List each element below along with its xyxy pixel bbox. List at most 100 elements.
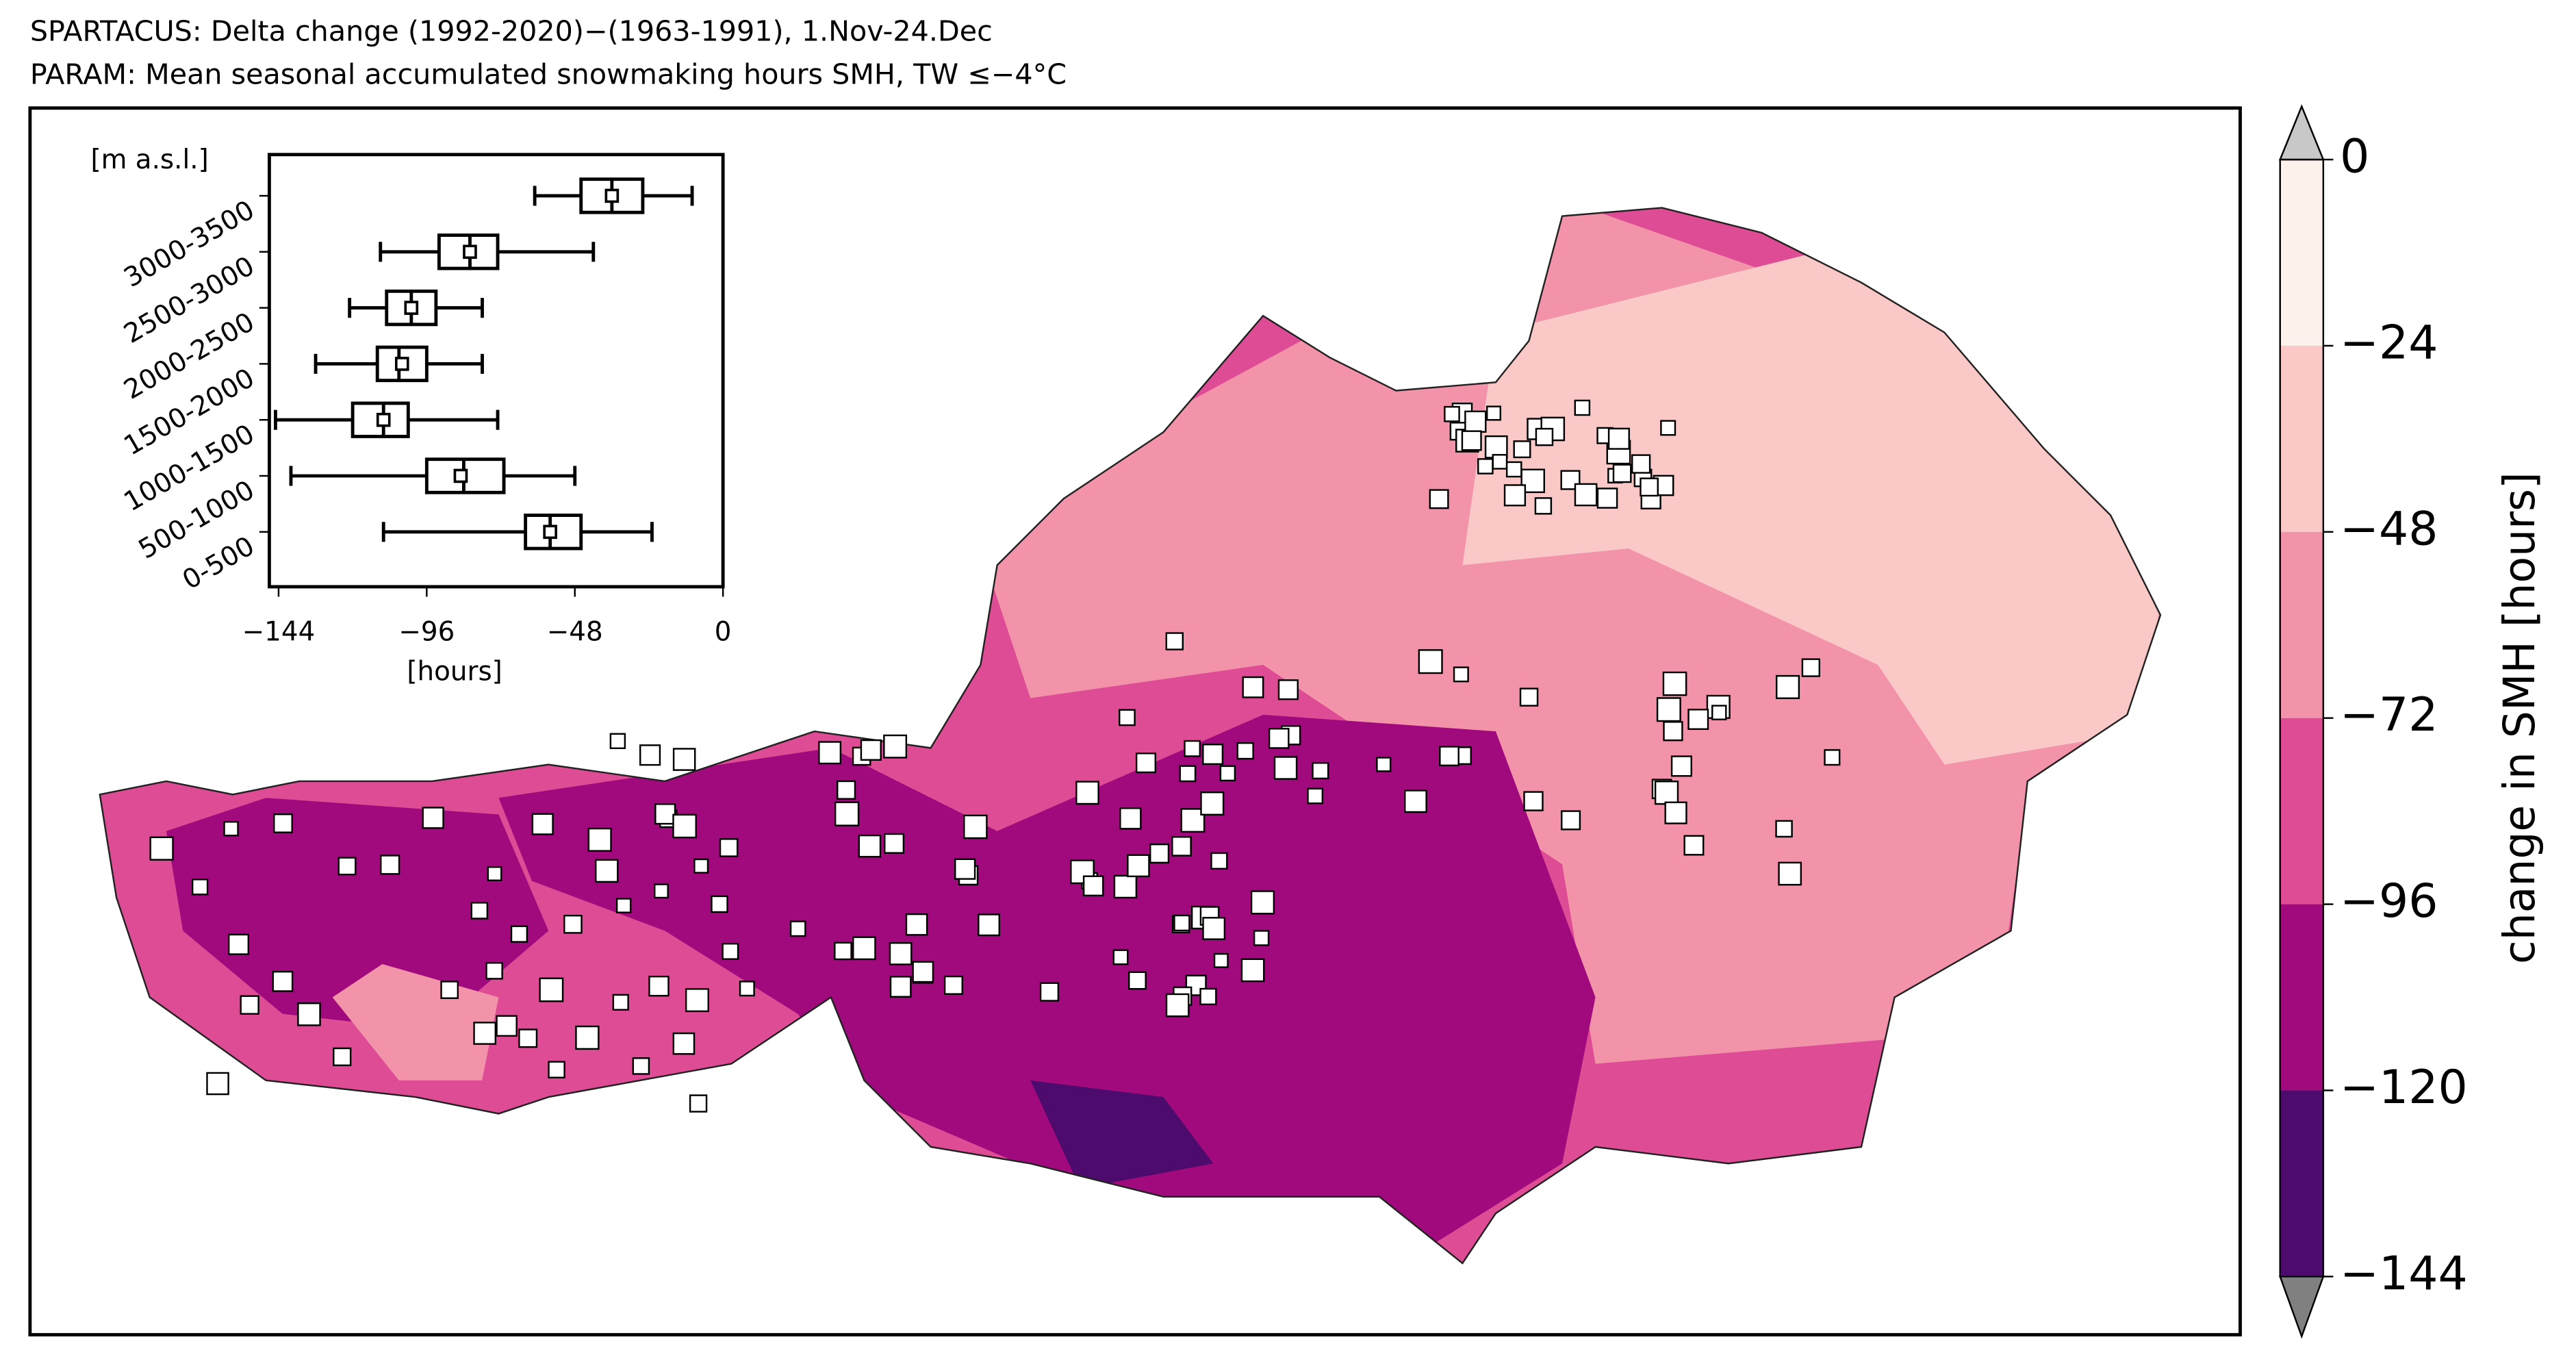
mean: [543, 524, 557, 540]
station: [1376, 757, 1392, 772]
station: [1113, 874, 1138, 899]
station: [860, 739, 882, 761]
colorbar-tick-label: −72: [2340, 688, 2438, 742]
station: [1268, 728, 1290, 749]
colorbar-bin: [2280, 904, 2323, 1091]
station: [1273, 756, 1298, 780]
station: [654, 883, 669, 899]
colorbar-bin: [2280, 345, 2323, 532]
station: [227, 933, 250, 955]
station: [1660, 420, 1676, 436]
station: [1171, 836, 1192, 857]
station: [487, 866, 502, 881]
colorbar-tick-label: −120: [2340, 1061, 2468, 1115]
station: [548, 1061, 565, 1078]
y-axis-label: [m a.s.l.]: [90, 144, 208, 175]
station: [1165, 632, 1184, 650]
station: [1461, 430, 1482, 451]
station: [1607, 427, 1630, 450]
station: [1135, 753, 1157, 774]
station: [1213, 952, 1229, 968]
station: [1503, 484, 1527, 507]
station: [1112, 949, 1129, 965]
station: [1039, 982, 1060, 1002]
station: [912, 961, 934, 983]
station: [1418, 649, 1443, 674]
mean: [394, 357, 409, 371]
station: [1535, 427, 1554, 446]
station: [1534, 497, 1553, 515]
station: [1640, 477, 1659, 497]
mean: [604, 188, 620, 203]
station: [889, 941, 913, 965]
station: [1149, 843, 1170, 864]
station: [149, 836, 174, 861]
station: [1523, 791, 1544, 811]
station: [380, 855, 400, 875]
stations: [149, 399, 1841, 1113]
station: [1670, 755, 1692, 777]
station: [693, 858, 709, 874]
station: [1202, 744, 1224, 766]
station: [1775, 820, 1793, 838]
box: [524, 514, 583, 551]
mean: [463, 244, 477, 260]
colorbar-extend: [2278, 104, 2325, 161]
subtitle: PARAM: Mean seasonal accumulated snowmak…: [30, 58, 1067, 91]
station: [1240, 958, 1265, 983]
station: [1561, 810, 1581, 831]
station: [1119, 807, 1142, 830]
station: [595, 859, 619, 883]
station: [689, 1094, 708, 1113]
station: [685, 988, 709, 1013]
colorbar-tick-label: −48: [2340, 502, 2438, 556]
station: [272, 970, 294, 992]
station: [1173, 914, 1190, 932]
station: [1184, 739, 1201, 757]
station: [485, 962, 503, 980]
station: [1219, 765, 1236, 782]
station: [789, 920, 806, 937]
station: [852, 936, 876, 961]
station: [1776, 674, 1800, 699]
station: [954, 858, 976, 880]
station: [1663, 721, 1683, 742]
x-tick-label: −144: [242, 616, 316, 647]
station: [1654, 781, 1679, 805]
mean: [376, 412, 391, 427]
station: [333, 1047, 352, 1067]
station: [1486, 405, 1502, 421]
colorbar-tick-label: −144: [2340, 1247, 2468, 1301]
station: [1664, 801, 1687, 824]
station: [615, 898, 632, 913]
station: [1127, 854, 1150, 878]
station: [1492, 454, 1508, 470]
station: [422, 807, 444, 829]
colorbar-tick-label: 0: [2340, 130, 2369, 184]
station: [858, 834, 882, 858]
station: [1128, 971, 1147, 990]
station: [943, 975, 963, 995]
station: [1477, 458, 1494, 475]
station: [206, 1072, 229, 1096]
station: [1075, 781, 1099, 805]
station: [1801, 658, 1820, 677]
station: [575, 1025, 600, 1050]
colorbar-label: change in SMH [hours]: [2494, 472, 2545, 964]
title: SPARTACUS: Delta change (1992-2020)−(196…: [30, 15, 993, 48]
x-tick-label: 0: [715, 616, 732, 647]
station: [1778, 861, 1802, 886]
station: [1082, 875, 1104, 897]
station: [1444, 405, 1460, 422]
station: [531, 813, 554, 835]
x-tick-label: −48: [547, 616, 603, 647]
mean: [453, 468, 468, 483]
station: [191, 878, 209, 896]
station: [1250, 890, 1275, 915]
station: [1612, 464, 1632, 483]
station: [587, 827, 612, 852]
station: [609, 733, 626, 750]
station: [1505, 461, 1522, 478]
station: [1165, 993, 1190, 1017]
station: [1312, 762, 1329, 780]
